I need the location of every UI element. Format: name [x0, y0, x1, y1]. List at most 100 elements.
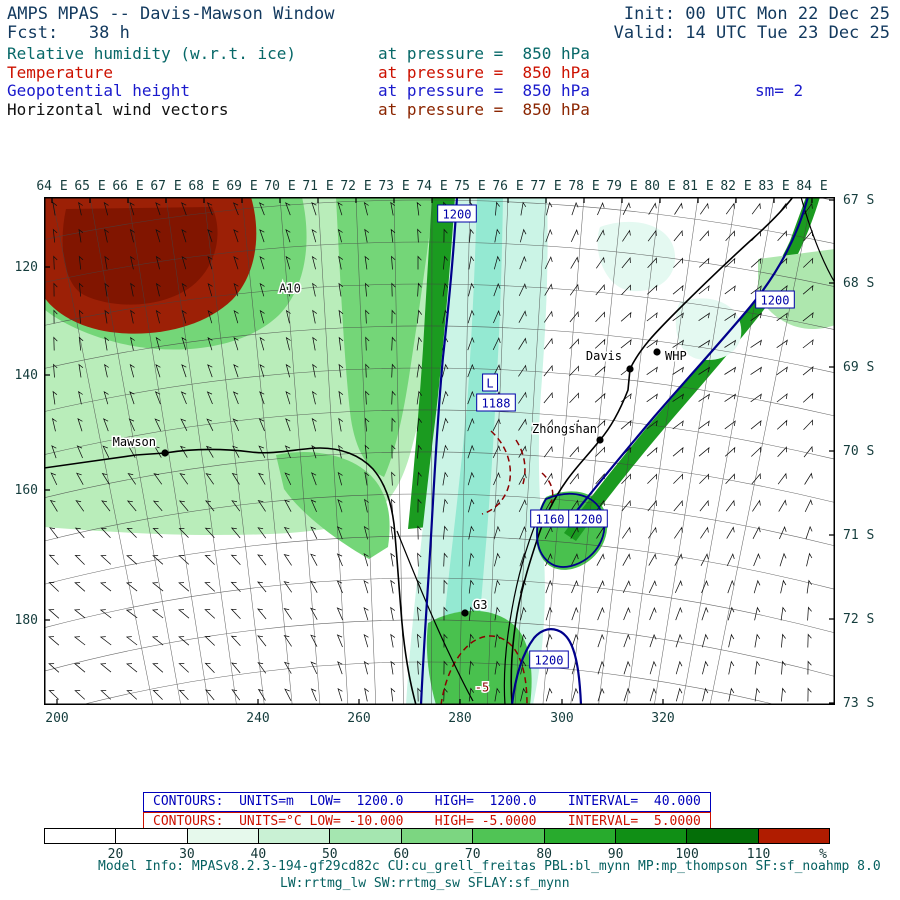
lon-label: 81 E [682, 179, 714, 194]
contour-label: 1200 [761, 294, 790, 308]
field-rows: Relative humidity (w.r.t. ice) at pressur… [7, 44, 847, 119]
colorbar-segment [116, 829, 188, 843]
colorbar-tick: 70 [464, 847, 481, 862]
map-canvas: 1200 1200 L 1188 1160 1200 1200 -5 A10 Mawson Dav… [44, 197, 835, 705]
header-right: Init: 00 UTC Mon 22 Dec 25 Valid: 14 UTC… [614, 5, 890, 43]
field-label: Relative humidity (w.r.t. ice) [7, 44, 296, 63]
contour-label-box [437, 204, 477, 223]
station-marker [626, 365, 634, 373]
grid-y-label: 120 [14, 260, 38, 275]
lon-label: 64 E [36, 179, 68, 194]
contour-label-box [755, 290, 795, 309]
model-info-line1: Model Info: MPASv8.2.3-194-gf29cd82c CU:… [98, 859, 881, 874]
lat-label: 71 S [843, 528, 875, 543]
contour-label: 1200 [574, 513, 603, 527]
lon-label: 66 E [112, 179, 144, 194]
lon-label: 79 E [606, 179, 638, 194]
colorbar-segment [187, 829, 260, 843]
lon-label: 77 E [530, 179, 562, 194]
colorbar-tick: 100 [675, 847, 699, 862]
lon-label: 72 E [340, 179, 372, 194]
colorbar-tick: 40 [250, 847, 267, 862]
station-label: Davis [586, 349, 622, 363]
lon-label: 75 E [454, 179, 486, 194]
colorbar-tick: 50 [321, 847, 338, 862]
header-left: AMPS MPAS -- Davis-Mawson Window Fcst: 3… [7, 5, 335, 43]
colorbar-tick: % [819, 847, 827, 862]
colorbar-tick: 60 [393, 847, 410, 862]
colorbar [44, 828, 830, 844]
lon-label: 68 E [188, 179, 220, 194]
lat-label: 70 S [843, 444, 875, 459]
colorbar-ticks: 20 30 40 50 60 70 80 90 100 110% [44, 847, 830, 862]
lon-label: 76 E [492, 179, 524, 194]
model-info-line2: LW:rrtmg_lw SW:rrtmg_sw SFLAY:sf_mynn [280, 876, 570, 891]
frame-ticks [44, 197, 835, 705]
station-marker [161, 449, 169, 457]
stations-layer: Mawson Davis WHP Zhongshan G3 [111, 348, 688, 617]
grid-y-label: 140 [14, 368, 38, 383]
contour-label: 1188 [482, 397, 511, 411]
lon-label: 83 E [758, 179, 790, 194]
legend-height-contours: CONTOURS: UNITS=m LOW= 1200.0 HIGH= 1200… [143, 792, 711, 812]
lon-label: 69 E [226, 179, 258, 194]
field-row: Geopotential height at pressure = 850 hPa… [7, 81, 847, 100]
station-marker [461, 609, 469, 617]
lon-label: 65 E [74, 179, 106, 194]
lat-label: 73 S [843, 696, 875, 711]
grid-x-label: 240 [246, 711, 270, 726]
contour-labels-layer: 1200 1200 L 1188 1160 1200 1200 -5 A10 [278, 204, 795, 696]
field-row: Horizontal wind vectors at pressure = 850… [7, 100, 847, 119]
colorbar-tick: 20 [107, 847, 124, 862]
lon-label: 80 E [644, 179, 676, 194]
contour-label: -5 [475, 681, 489, 695]
station-label: Mawson [113, 435, 156, 449]
grid-x-label: 200 [45, 711, 69, 726]
lat-label: 72 S [843, 612, 875, 627]
map-frame [44, 197, 835, 705]
field-label: Temperature [7, 62, 113, 82]
contour-label: 1200 [535, 654, 564, 668]
grid-x-label: 320 [651, 711, 675, 726]
colorbar-tick: 110 [746, 847, 771, 862]
contour-label-box [568, 509, 608, 528]
contour-label-box [529, 650, 569, 669]
lon-label: 78 E [568, 179, 600, 194]
contour-label-box [476, 393, 516, 412]
plot-title: AMPS MPAS -- Davis-Mawson Window [7, 4, 335, 24]
lat-label: 67 S [843, 193, 875, 208]
lon-label: 71 E [302, 179, 334, 194]
contour-label: 1200 [443, 208, 472, 222]
temp-contours [440, 430, 554, 705]
lon-label: 67 E [150, 179, 182, 194]
field-smoothing: sm= 2 [755, 81, 804, 101]
height-contours [419, 197, 810, 705]
field-pressure-level: at pressure = 850 hPa [378, 62, 590, 82]
colorbar-tick: 90 [607, 847, 624, 862]
lon-label: 84 E [796, 179, 828, 194]
field-pressure-level: at pressure = 850 hPa [378, 81, 590, 101]
lat-label: 69 S [843, 360, 875, 375]
field-pressure-level: at pressure = 850 hPa [378, 99, 590, 119]
field-label: Geopotential height [7, 81, 191, 101]
grid-y-label: 180 [14, 613, 38, 628]
contour-label-box [482, 373, 499, 392]
colorbar-segment [259, 829, 331, 843]
field-row: Temperature at pressure = 850 hPa [7, 63, 847, 82]
colorbar-segment [687, 829, 759, 843]
lon-label: 82 E [720, 179, 752, 194]
field-pressure-level: at pressure = 850 hPa [378, 44, 590, 63]
contour-legend: CONTOURS: UNITS=m LOW= 1200.0 HIGH= 1200… [143, 792, 711, 832]
station-label: Zhongshan [532, 422, 597, 436]
grid-x-label: 280 [448, 711, 472, 726]
colorbar-segment [45, 829, 117, 843]
lon-label: 73 E [378, 179, 410, 194]
colorbar-segment [758, 829, 829, 843]
station-marker [653, 348, 661, 356]
colorbar-tick: 80 [536, 847, 552, 862]
colorbar-segment [401, 829, 474, 843]
contour-label: A10 [279, 282, 301, 296]
valid-time: Valid: 14 UTC Tue 23 Dec 25 [613, 23, 890, 43]
colorbar-segment [615, 829, 688, 843]
station-marker [596, 436, 604, 444]
